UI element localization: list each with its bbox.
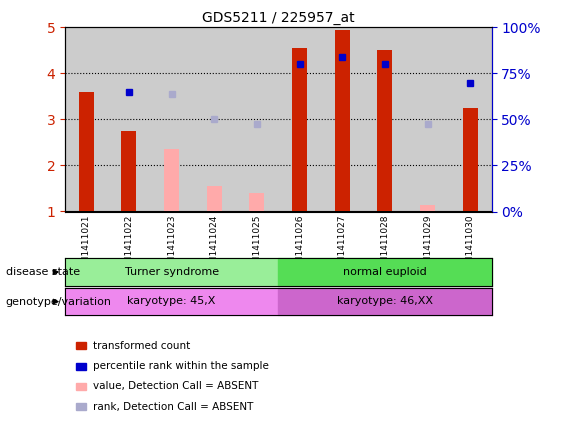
Bar <box>420 205 435 212</box>
Text: karyotype: 46,XX: karyotype: 46,XX <box>337 297 433 306</box>
Bar <box>207 186 221 212</box>
Bar <box>164 149 179 212</box>
Text: transformed count: transformed count <box>93 341 190 351</box>
Text: value, Detection Call = ABSENT: value, Detection Call = ABSENT <box>93 382 259 391</box>
Text: percentile rank within the sample: percentile rank within the sample <box>93 361 269 371</box>
Bar <box>406 27 449 212</box>
Bar <box>193 27 236 212</box>
Bar <box>377 50 392 212</box>
Bar <box>76 403 86 410</box>
Bar <box>463 108 477 212</box>
Bar <box>335 30 350 212</box>
Text: karyotype: 45,X: karyotype: 45,X <box>128 297 216 306</box>
Bar <box>121 131 136 212</box>
Bar <box>321 27 364 212</box>
Bar <box>278 288 492 315</box>
Bar <box>65 288 278 315</box>
Bar <box>292 48 307 212</box>
Bar <box>150 27 193 212</box>
Text: genotype/variation: genotype/variation <box>6 297 112 307</box>
Text: Turner syndrome: Turner syndrome <box>124 267 219 277</box>
Bar <box>250 193 264 212</box>
Bar <box>76 363 86 370</box>
Bar <box>79 92 94 212</box>
Bar <box>76 383 86 390</box>
Bar <box>449 27 492 212</box>
Bar <box>236 27 278 212</box>
Bar <box>364 27 406 212</box>
Text: rank, Detection Call = ABSENT: rank, Detection Call = ABSENT <box>93 402 254 412</box>
Bar <box>76 342 86 349</box>
Bar <box>278 258 492 286</box>
Bar <box>107 27 150 212</box>
Bar <box>65 258 278 286</box>
Text: normal euploid: normal euploid <box>343 267 427 277</box>
Bar <box>65 27 107 212</box>
Text: disease state: disease state <box>6 267 80 277</box>
Title: GDS5211 / 225957_at: GDS5211 / 225957_at <box>202 11 355 25</box>
Bar <box>279 27 321 212</box>
